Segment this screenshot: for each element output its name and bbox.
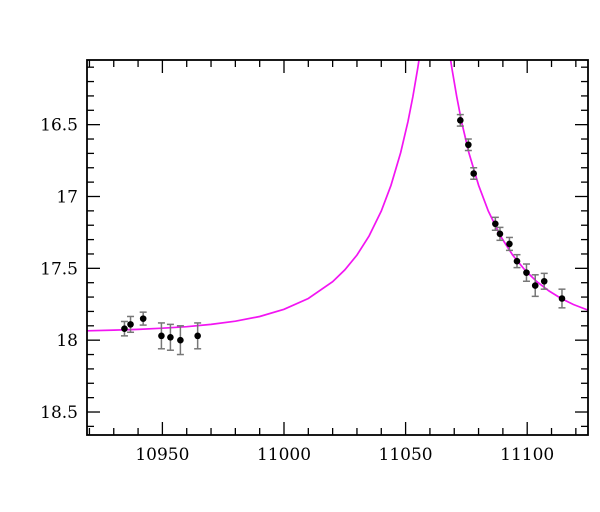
y-tick-label: 18: [56, 331, 78, 351]
y-tick-label: 17: [56, 187, 78, 207]
y-tick-label: 16.5: [40, 116, 78, 136]
data-point: [465, 141, 472, 149]
data-point: [558, 295, 566, 302]
data-point: [139, 315, 147, 322]
plot-frame: [86, 59, 589, 436]
model-curve: [87, 60, 588, 332]
data-point: [127, 321, 134, 328]
y-tick-label: 18.5: [40, 403, 78, 423]
data-point: [158, 332, 165, 340]
data-point: [194, 332, 201, 340]
x-tick-label: 11100: [500, 445, 554, 465]
x-tick-label: 11000: [257, 445, 311, 465]
data-point: [496, 230, 504, 238]
x-tick-label: 11050: [379, 445, 433, 465]
y-tick-label: 17.5: [40, 259, 78, 279]
data-point: [470, 170, 477, 177]
data-point: [540, 277, 548, 285]
data-point: [457, 117, 464, 124]
data-point: [531, 282, 539, 289]
data-point: [121, 325, 128, 332]
data-point: [492, 220, 499, 228]
axis-ticks: 10950 11000 11050 11100 16.5 17 17.5 18 18.5: [40, 60, 588, 465]
data-point: [513, 257, 521, 265]
x-tick-label: 10950: [135, 445, 189, 465]
data-point: [506, 240, 513, 248]
data-point: [167, 333, 174, 341]
observations: [120, 113, 566, 356]
data-point: [523, 269, 530, 276]
data-point: [177, 336, 184, 344]
